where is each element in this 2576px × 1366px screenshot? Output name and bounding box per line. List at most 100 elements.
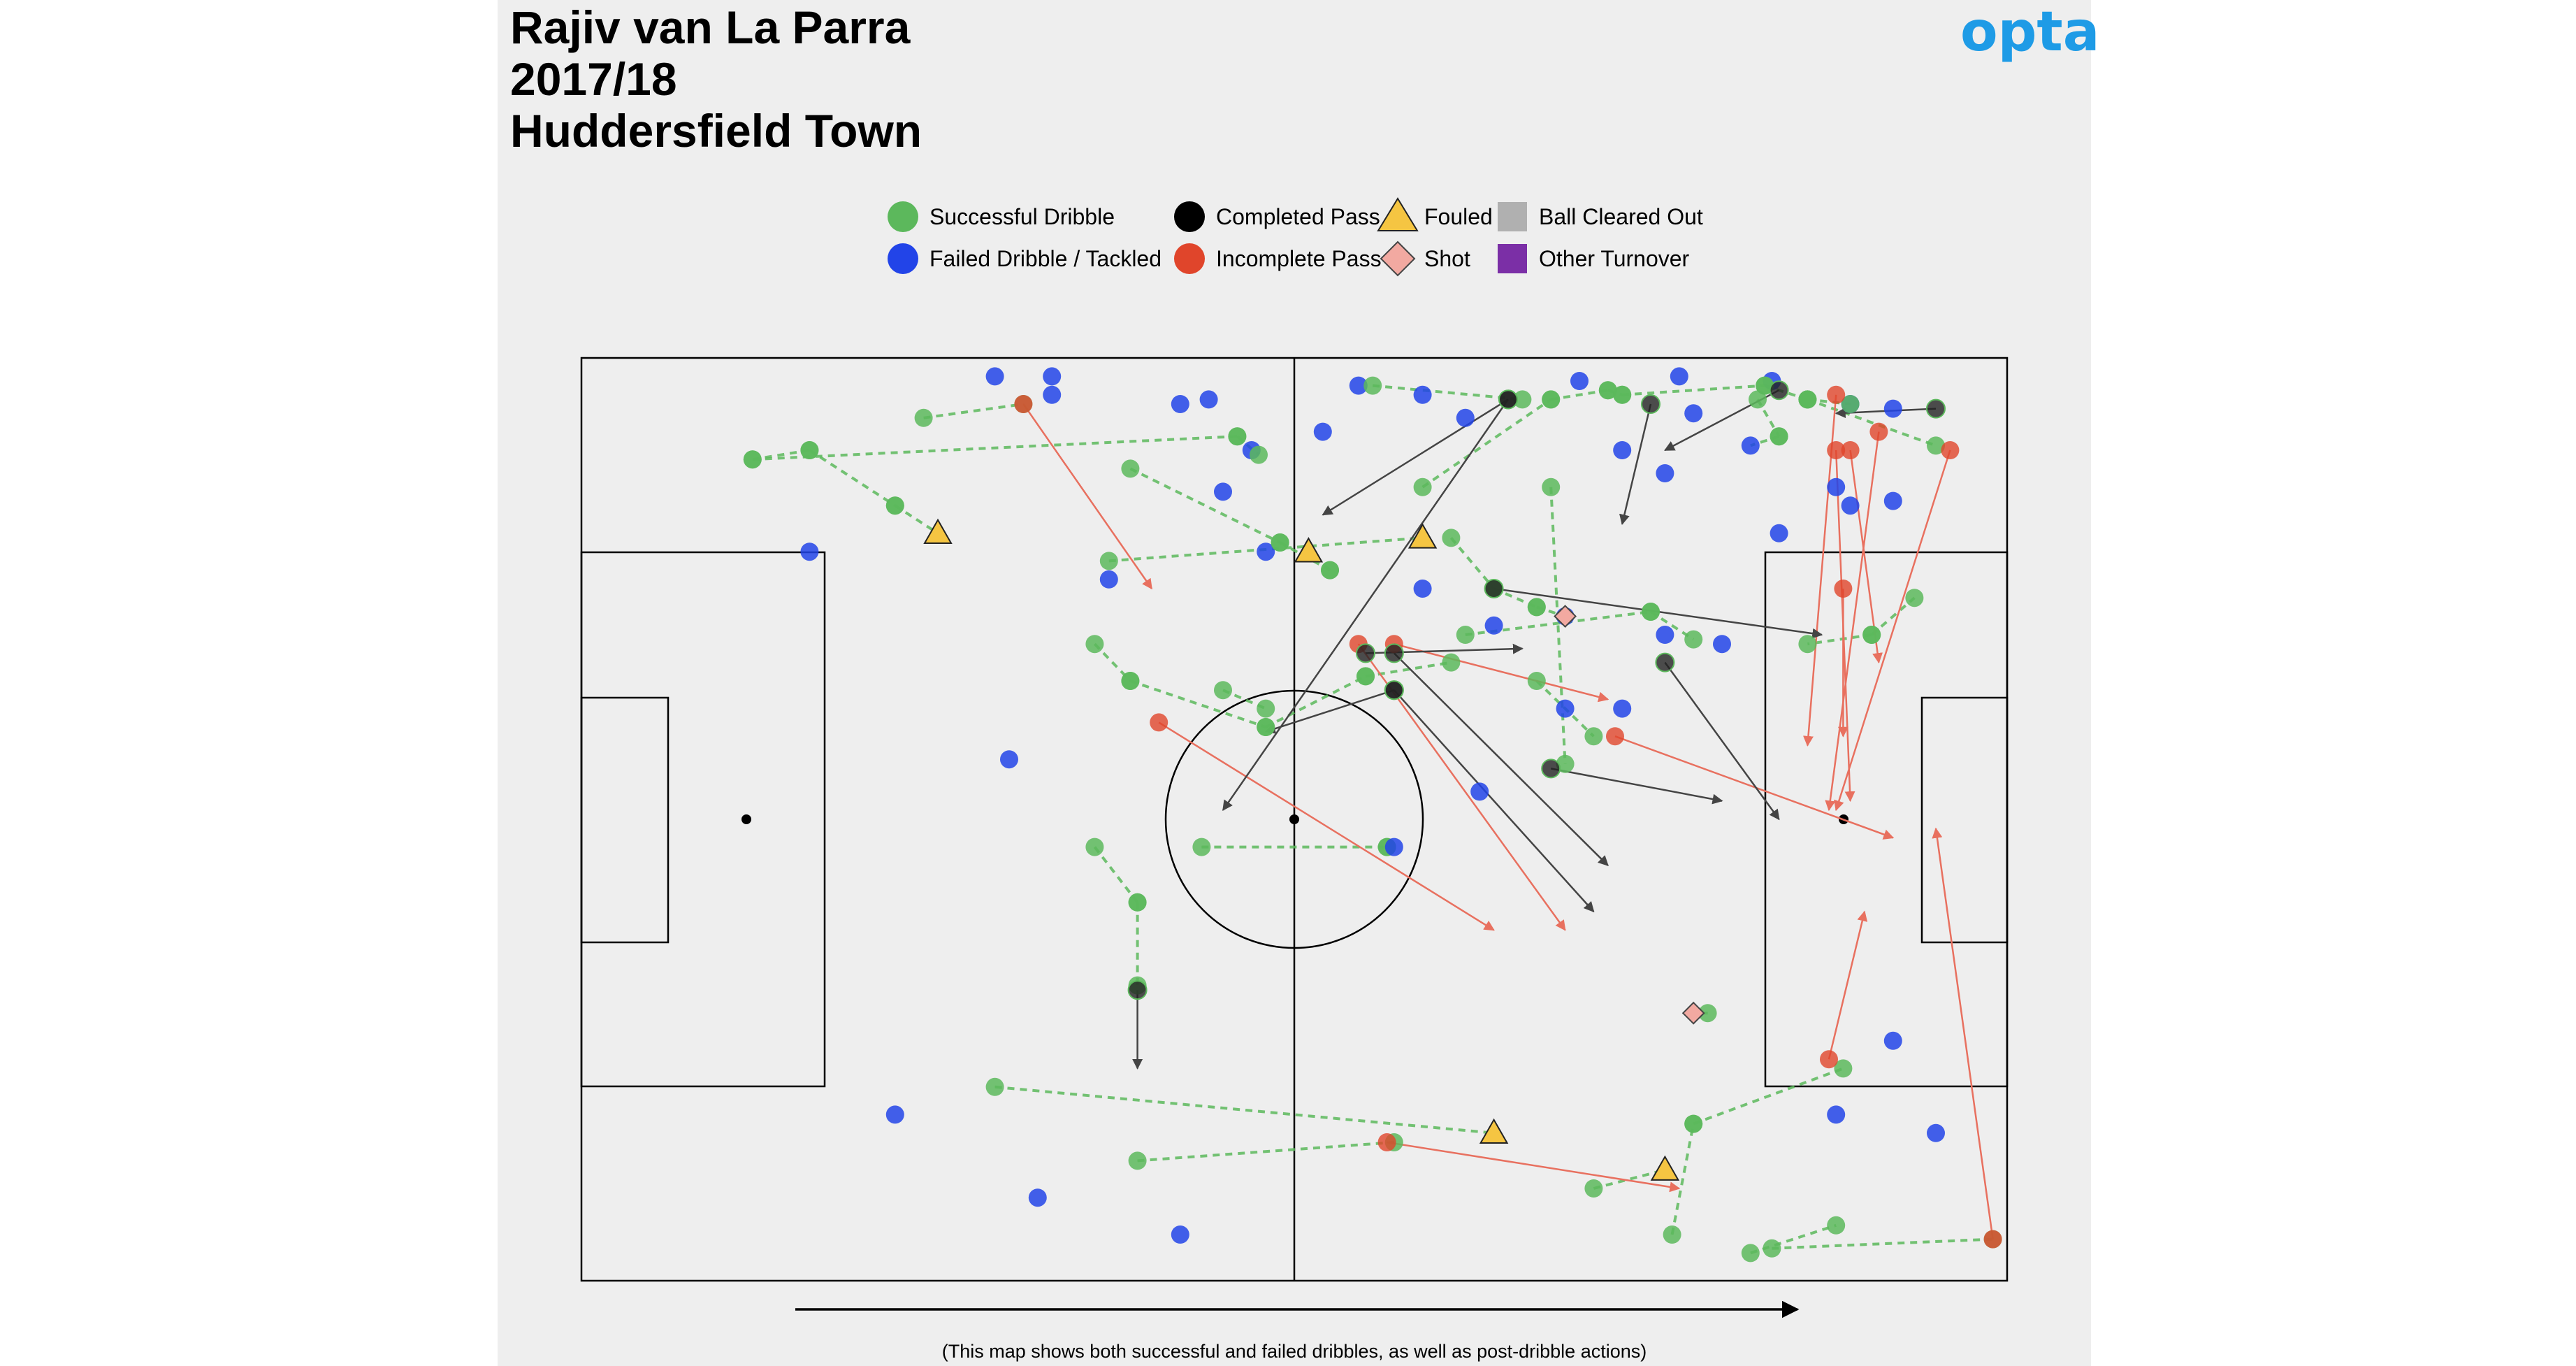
- failed-dribble-marker: [1214, 482, 1232, 501]
- successful-dribble-marker: [743, 450, 762, 469]
- left-penalty-box: [580, 551, 826, 1088]
- center-spot: [1289, 814, 1299, 824]
- successful-dribble-marker: [1257, 699, 1275, 718]
- dribble-path: [1670, 1123, 1695, 1235]
- failed-dribble-marker: [1770, 524, 1788, 542]
- incomplete-pass-arrow: [1825, 431, 1880, 812]
- dribble-path: [994, 1085, 1494, 1135]
- incomplete-pass-marker: [1827, 441, 1846, 459]
- player-name-title: Rajiv van La Parra: [510, 1, 911, 53]
- completed-pass-arrow: [1264, 689, 1395, 734]
- failed-dribble-marker: [1313, 422, 1332, 441]
- successful-dribble-marker: [1584, 1179, 1603, 1198]
- shot-marker: [1554, 605, 1577, 628]
- failed-dribble-marker: [1000, 750, 1018, 769]
- failed-dribble-marker: [1199, 390, 1218, 409]
- failed-dribble-marker: [1349, 376, 1368, 395]
- successful-dribble-marker: [1684, 630, 1703, 649]
- incomplete-pass-marker: [1820, 1050, 1838, 1069]
- completed-pass-marker: [1641, 394, 1660, 414]
- failed-dribble-marker: [800, 542, 819, 561]
- failed-dribble-marker: [1656, 626, 1674, 644]
- failed-dribble-marker: [1413, 385, 1432, 404]
- failed-dribble-marker: [1028, 1188, 1047, 1207]
- successful-dribble-marker: [1741, 1244, 1760, 1263]
- successful-dribble-marker: [1128, 1151, 1147, 1170]
- failed-dribble-marker: [1656, 464, 1674, 482]
- completed-pass-arrow: [1322, 398, 1509, 516]
- successful-dribble-marker: [1192, 837, 1211, 856]
- dribble-path: [1129, 680, 1266, 728]
- fouled-marker: [1408, 523, 1438, 549]
- legend-label-0: Successful Dribble: [929, 204, 1115, 229]
- legend-swatch-0: [888, 201, 918, 232]
- incomplete-pass-arrow: [1932, 827, 1994, 1239]
- successful-dribble-marker: [1862, 626, 1881, 644]
- dribble-path: [1265, 675, 1366, 728]
- left-penalty-spot: [741, 814, 751, 824]
- incomplete-pass-arrow: [1828, 910, 1868, 1060]
- opta-logo: opta: [1960, 1, 2099, 64]
- successful-dribble-marker: [1770, 427, 1788, 446]
- successful-dribble-marker: [1613, 385, 1632, 404]
- pass-arrows: [1022, 389, 1994, 1239]
- legend-swatch-1: [888, 243, 918, 274]
- pitch: [580, 357, 2009, 1282]
- dribble-path: [1093, 846, 1139, 904]
- failed-dribble-marker: [1484, 616, 1503, 635]
- failed-dribble-marker: [1171, 395, 1189, 413]
- completed-pass-marker: [1541, 759, 1561, 779]
- successful-dribble-marker: [1456, 626, 1475, 644]
- completed-pass-marker: [1926, 398, 1946, 419]
- dribble-path: [923, 403, 1024, 419]
- dribble-path: [1549, 487, 1567, 764]
- successful-dribble-marker: [1684, 1114, 1703, 1133]
- incomplete-pass-marker: [1827, 385, 1846, 404]
- successful-dribble-marker: [1121, 672, 1140, 690]
- fouled-marker: [1650, 1155, 1680, 1181]
- successful-dribble-marker: [1513, 390, 1532, 409]
- failed-dribble-marker: [1670, 367, 1688, 386]
- dribble-path: [752, 449, 810, 461]
- failed-dribble-marker: [1927, 1123, 1945, 1142]
- successful-dribble-marker: [1827, 1216, 1846, 1235]
- successful-dribble-marker: [1841, 395, 1860, 413]
- incomplete-pass-arrow: [1614, 735, 1895, 840]
- fouled-marker: [923, 518, 953, 545]
- failed-dribble-marker: [1713, 635, 1731, 654]
- successful-dribble-marker: [1584, 727, 1603, 746]
- successful-dribble-marker: [1257, 718, 1275, 736]
- completed-pass-marker: [1769, 380, 1789, 401]
- left-six-yard-box: [580, 696, 670, 944]
- successful-dribble-marker: [1214, 681, 1232, 700]
- failed-dribble-marker: [1841, 496, 1860, 515]
- successful-dribble-marker: [1413, 477, 1432, 496]
- incomplete-pass-marker: [1606, 727, 1624, 746]
- successful-dribble-marker: [1749, 390, 1767, 409]
- center-circle: [1164, 689, 1424, 949]
- failed-dribble-marker: [1384, 837, 1403, 856]
- incomplete-pass-marker: [1983, 1230, 2002, 1249]
- completed-pass-marker: [1384, 680, 1404, 700]
- legend-label-5: Shot: [1424, 246, 1470, 271]
- successful-dribble-marker: [1763, 1239, 1781, 1258]
- successful-dribble-marker: [1542, 477, 1561, 496]
- successful-dribble-marker: [1905, 589, 1924, 607]
- incomplete-pass-marker: [1834, 580, 1853, 598]
- legend-swatch-5: [1380, 240, 1416, 277]
- dribble-path: [1137, 1141, 1394, 1163]
- successful-dribble-marker: [1798, 635, 1817, 654]
- completed-pass-marker: [1384, 643, 1404, 663]
- failed-dribble-marker: [1883, 491, 1902, 510]
- legend-label-6: Ball Cleared Out: [1539, 204, 1703, 229]
- successful-dribble-marker: [914, 408, 933, 427]
- event-markers: [743, 367, 2002, 1263]
- incomplete-pass-arrow: [1158, 721, 1495, 931]
- completed-pass-arrow: [1664, 661, 1780, 821]
- failed-dribble-marker: [1556, 699, 1575, 718]
- incomplete-pass-marker: [1014, 395, 1033, 413]
- successful-dribble-marker: [1542, 390, 1561, 409]
- incomplete-pass-arrow: [1394, 642, 1609, 703]
- successful-dribble-marker: [1085, 635, 1104, 654]
- successful-dribble-marker: [1128, 893, 1147, 912]
